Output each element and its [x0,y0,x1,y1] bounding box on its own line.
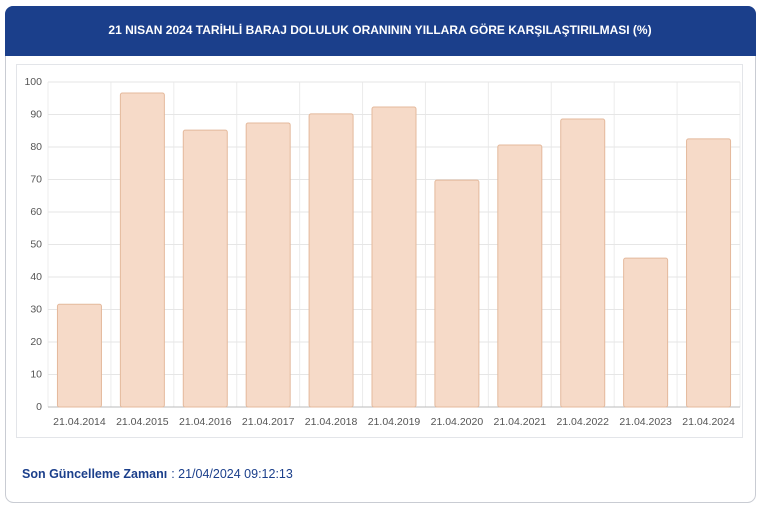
x-tick-label: 21.04.2022 [556,416,609,428]
x-tick-label: 21.04.2019 [368,416,421,428]
y-tick-label: 40 [30,271,42,283]
x-tick-label: 21.04.2017 [242,416,295,428]
x-tick-label: 21.04.2018 [305,416,358,428]
y-tick-label: 70 [30,173,42,185]
bar [371,106,417,408]
y-tick-label: 10 [30,368,42,380]
footer: Son Güncelleme Zamanı : 21/04/2024 09:12:… [22,467,293,481]
y-tick-label: 90 [30,108,42,120]
bar [560,118,606,408]
y-tick-label: 50 [30,238,42,250]
plot: 0 10 20 30 40 50 60 70 80 90 100 21.04.2014 21.04.20… [24,76,741,428]
bar [119,92,165,408]
y-tick-label: 80 [30,141,42,153]
bar [308,113,354,408]
x-tick-label: 21.04.2015 [116,416,169,428]
footer-value: : 21/04/2024 09:12:13 [171,467,293,481]
bar [56,303,102,408]
bar [182,129,228,408]
y-tick-label: 0 [36,401,42,413]
chart-title: 21 NISAN 2024 TARİHLİ BARAJ DOLULUK ORAN… [108,22,651,37]
bar [497,144,543,408]
x-tick-label: 21.04.2023 [619,416,672,428]
x-tick-label: 21.04.2014 [53,416,106,428]
footer-label: Son Güncelleme Zamanı [22,467,167,481]
x-tick-label: 21.04.2021 [494,416,547,428]
bar [434,179,480,408]
x-tick-label: 21.04.2020 [431,416,484,428]
bar [686,138,732,408]
y-tick-label: 60 [30,206,42,218]
y-tick-label: 20 [30,336,42,348]
x-tick-label: 21.04.2024 [682,416,735,428]
bar [623,257,669,408]
card-header [5,6,756,56]
bar [245,122,291,408]
y-tick-label: 30 [30,303,42,315]
x-tick-label: 21.04.2016 [179,416,232,428]
y-tick-label: 100 [24,76,42,88]
